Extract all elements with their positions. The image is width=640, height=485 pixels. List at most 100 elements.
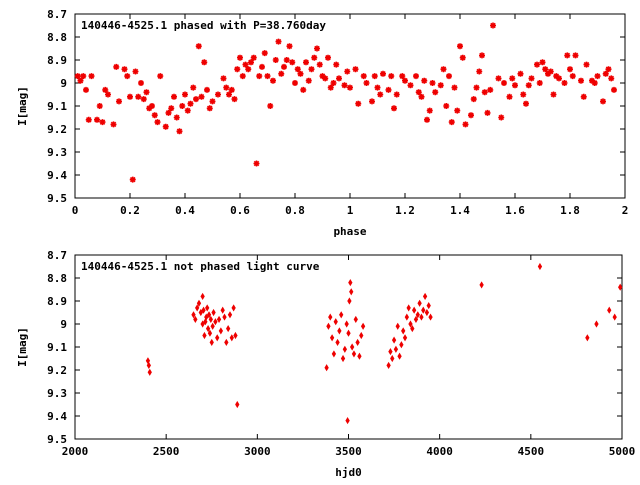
data-point [209, 338, 214, 346]
data-point [553, 73, 560, 80]
data-point [305, 77, 312, 84]
y-tick-label: 8.8 [47, 31, 67, 44]
y-tick-label: 9.2 [47, 123, 67, 136]
data-point [448, 119, 455, 126]
data-point [231, 96, 238, 103]
x-tick-label: 0 [72, 204, 79, 217]
data-point [520, 91, 527, 98]
x-tick-label: 3000 [244, 445, 271, 458]
y-tick-label: 8.8 [47, 272, 67, 285]
x-tick-label: 1.4 [450, 204, 470, 217]
data-point [495, 75, 502, 82]
data-point [224, 338, 229, 346]
y-tick-label: 9.3 [47, 146, 67, 159]
x-tick-label: 2 [622, 204, 629, 217]
data-point [415, 311, 420, 319]
data-point [88, 73, 95, 80]
x-tick-label: 2000 [62, 445, 89, 458]
plot-frame [74, 13, 626, 199]
data-point [297, 70, 304, 77]
data-point [470, 96, 477, 103]
data-point [215, 334, 220, 342]
data-point [594, 73, 601, 80]
data-point [227, 311, 233, 319]
data-point [173, 114, 180, 121]
data-point [333, 318, 338, 326]
data-point [572, 52, 579, 59]
data-point [348, 279, 353, 287]
data-point [77, 77, 84, 84]
x-tick-label: 0.2 [120, 204, 140, 217]
data-point [226, 325, 231, 333]
data-point [140, 96, 147, 103]
data-point [501, 80, 507, 86]
data-point [611, 86, 617, 93]
x-tick-label: 4000 [426, 445, 453, 458]
data-point [413, 73, 419, 80]
data-point [270, 77, 276, 84]
data-point [468, 112, 474, 119]
data-point [275, 38, 282, 45]
data-point [440, 66, 447, 73]
data-point [385, 86, 392, 93]
data-point [395, 322, 400, 330]
data-point [213, 318, 218, 326]
data-point [208, 315, 213, 323]
data-point [407, 82, 414, 89]
data-point [388, 348, 393, 356]
chart-title: 140446-4525.1 not phased light curve [81, 260, 320, 273]
data-point [351, 350, 357, 358]
data-point [537, 262, 543, 271]
y-tick-label: 8.7 [47, 249, 67, 262]
data-point [267, 103, 274, 109]
data-point [422, 292, 428, 300]
data-point [446, 73, 452, 80]
data-point [401, 327, 406, 335]
data-point [352, 66, 359, 73]
data-point [591, 80, 598, 86]
data-point [245, 66, 252, 73]
y-tick-label: 9.4 [47, 169, 67, 182]
data-point [83, 86, 89, 93]
y-tick-label: 9 [60, 77, 67, 90]
data-point [391, 105, 397, 112]
data-point [328, 313, 333, 321]
data-point [211, 308, 216, 317]
data-point [578, 77, 584, 84]
data-point [179, 103, 186, 109]
data-point [222, 313, 227, 321]
data-point [339, 311, 344, 319]
data-point [355, 338, 360, 346]
data-point [443, 103, 450, 109]
data-point [542, 66, 549, 73]
data-point [371, 73, 378, 80]
data-point [341, 82, 348, 89]
data-point [391, 336, 397, 344]
data-point [437, 82, 444, 89]
data-point [223, 84, 230, 91]
data-point [462, 121, 469, 128]
x-tick-label: 1 [347, 204, 354, 217]
data-point [206, 105, 213, 112]
data-point [561, 80, 568, 86]
data-point [187, 100, 194, 107]
x-tick-label: 2500 [153, 445, 180, 458]
data-point [602, 70, 609, 77]
data-point [121, 66, 128, 73]
data-point [419, 313, 424, 321]
data-point [74, 73, 81, 80]
data-point [138, 80, 144, 86]
data-point [147, 368, 152, 376]
data-point [408, 320, 413, 328]
data-point [393, 91, 400, 98]
data-point [479, 52, 485, 59]
data-point [426, 107, 433, 114]
data-point [344, 320, 349, 328]
data-point [146, 105, 153, 112]
data-point [479, 281, 484, 289]
data-point [418, 93, 425, 100]
x-tick-label: 1.6 [505, 204, 525, 217]
data-point [206, 311, 212, 319]
data-point [399, 73, 406, 80]
data-point [231, 304, 236, 312]
